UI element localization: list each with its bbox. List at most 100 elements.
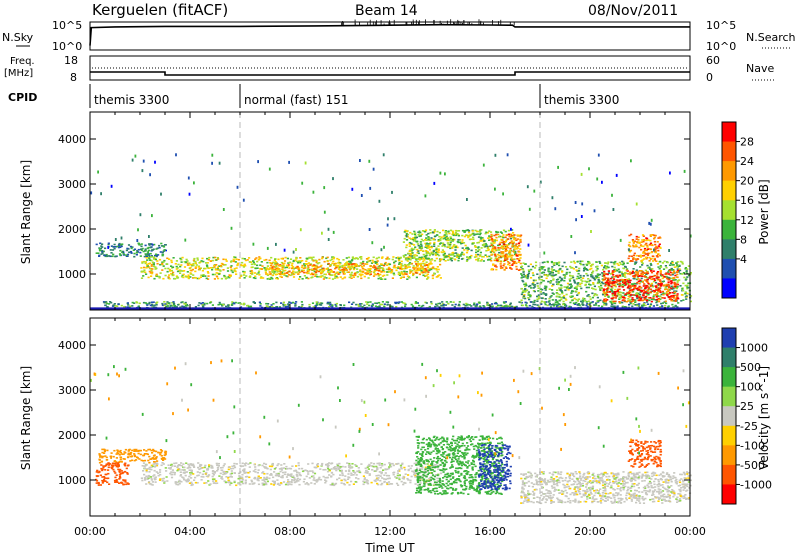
range-cell	[634, 262, 637, 264]
range-cell	[159, 473, 162, 476]
range-cell	[145, 273, 148, 275]
range-cell	[642, 251, 645, 253]
range-cell	[284, 272, 287, 275]
range-cell	[667, 289, 670, 291]
range-cell	[118, 242, 121, 245]
range-cell	[458, 239, 461, 241]
range-cell	[216, 266, 219, 268]
range-cell	[635, 293, 638, 295]
range-cell	[471, 243, 474, 245]
range-cell	[404, 229, 407, 232]
range-cell	[163, 249, 166, 251]
range-cell	[642, 245, 645, 248]
range-cell	[628, 281, 631, 284]
range-cell	[651, 284, 654, 287]
range-cell	[483, 305, 486, 308]
range-cell	[122, 253, 125, 255]
range-cell	[162, 261, 165, 263]
y-tick-label: 1000	[58, 268, 86, 281]
range-cell	[115, 457, 118, 459]
range-cell	[211, 273, 214, 276]
range-cell	[383, 274, 386, 277]
range-cell	[513, 258, 516, 260]
range-cell	[384, 472, 387, 474]
range-cell	[581, 280, 584, 282]
range-cell	[456, 246, 459, 249]
range-cell	[622, 289, 626, 291]
range-cell	[610, 282, 614, 284]
range-cell	[362, 265, 365, 267]
range-cell	[216, 272, 220, 275]
range-cell	[452, 245, 455, 248]
range-cell	[575, 298, 578, 301]
range-cell	[242, 198, 245, 202]
range-cell	[99, 456, 102, 458]
range-cell	[679, 260, 682, 263]
range-cell	[644, 269, 647, 272]
plot-title: Kerguelen (fitACF)	[92, 1, 228, 19]
range-cell	[315, 261, 318, 264]
range-cell	[551, 292, 554, 294]
range-cell	[505, 239, 508, 241]
range-cell	[597, 153, 600, 157]
range-cell	[507, 256, 510, 258]
range-cell	[658, 254, 661, 257]
range-cell	[339, 269, 342, 271]
y-tick-label: 4000	[58, 133, 86, 146]
range-cell	[512, 250, 515, 253]
range-cell	[668, 298, 671, 300]
range-cell	[415, 236, 418, 239]
range-cell	[152, 455, 156, 457]
range-cell	[468, 230, 471, 232]
range-cell	[394, 266, 397, 269]
range-cell	[542, 280, 545, 282]
range-cell	[259, 305, 262, 307]
range-cell	[655, 260, 658, 262]
range-cell	[241, 482, 244, 485]
range-cell	[527, 294, 530, 296]
range-cell	[414, 233, 417, 235]
range-cell	[411, 305, 415, 307]
range-cell	[504, 259, 507, 262]
range-cell	[659, 270, 662, 272]
range-cell	[576, 261, 579, 263]
range-cell	[198, 302, 201, 304]
range-cell	[318, 258, 321, 261]
range-cell	[527, 292, 530, 295]
range-cell	[400, 270, 403, 273]
range-cell	[194, 270, 197, 273]
range-cell	[392, 473, 395, 476]
range-cell	[609, 273, 612, 275]
range-cell	[280, 257, 283, 260]
range-cell	[643, 247, 647, 250]
range-cell	[507, 229, 510, 232]
range-cell	[527, 297, 530, 299]
range-cell	[458, 303, 461, 306]
range-cell	[226, 267, 229, 269]
range-cell	[140, 270, 144, 273]
range-cell	[420, 238, 423, 241]
range-cell	[146, 263, 149, 266]
range-cell	[286, 305, 289, 308]
range-cell	[395, 477, 398, 479]
range-cell	[233, 267, 236, 270]
range-cell	[308, 268, 311, 271]
range-cell	[593, 285, 596, 288]
range-cell	[640, 299, 643, 302]
range-cell	[133, 252, 136, 255]
range-cell	[289, 274, 292, 277]
range-cell	[639, 293, 642, 296]
range-cell	[347, 264, 350, 266]
range-cell	[644, 304, 647, 307]
range-cell	[622, 296, 626, 298]
range-cell	[170, 261, 173, 264]
range-cell	[421, 230, 425, 232]
range-cell	[540, 281, 543, 284]
range-cell	[130, 459, 134, 462]
range-cell	[520, 277, 523, 279]
range-cell	[624, 283, 627, 286]
range-cell	[190, 273, 193, 275]
range-cell	[566, 268, 569, 271]
range-cell	[424, 466, 427, 469]
range-cell	[140, 267, 143, 269]
